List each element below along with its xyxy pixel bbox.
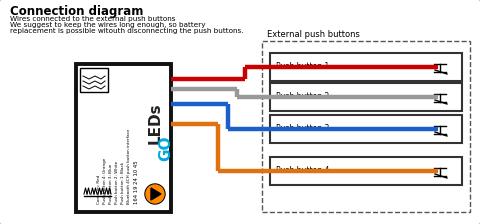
Circle shape [146,185,164,203]
Text: We suggest to keep the wires long enough, so battery: We suggest to keep the wires long enough… [10,22,205,28]
Text: Bluetooth 4CH push button interface: Bluetooth 4CH push button interface [127,129,131,204]
Bar [78,66,169,210]
Bar [270,115,462,143]
Text: Push button 2: Push button 2 [276,91,329,101]
Text: Push button 1: Black: Push button 1: Black [121,162,125,204]
Bar [270,83,462,111]
Circle shape [145,184,165,204]
Text: Push button 3: Blue: Push button 3: Blue [109,164,113,204]
Bar [80,68,108,92]
Text: LEDs: LEDs [147,102,163,144]
Text: Connection diagram: Connection diagram [10,5,144,18]
Text: Push button 3: Push button 3 [276,123,329,133]
Text: Wires connected to the external push buttons: Wires connected to the external push but… [10,16,176,22]
Text: 164 19 24 10 45: 164 19 24 10 45 [133,160,139,204]
Text: Push button 4: Push button 4 [276,166,329,174]
Text: Push button 1: Push button 1 [276,62,329,71]
Text: External push buttons: External push buttons [267,30,360,39]
Bar [270,157,462,185]
Bar [270,53,462,81]
Text: Push button 2: White: Push button 2: White [115,161,119,204]
Text: replacement is possible witouth disconnecting the push buttons.: replacement is possible witouth disconne… [10,28,243,34]
Text: GO: GO [158,135,173,161]
Text: Common: Red: Common: Red [97,175,101,204]
Bar [76,64,171,212]
Bar [262,41,470,212]
Text: Push button 4: Orange: Push button 4: Orange [103,158,107,204]
Polygon shape [151,188,161,200]
